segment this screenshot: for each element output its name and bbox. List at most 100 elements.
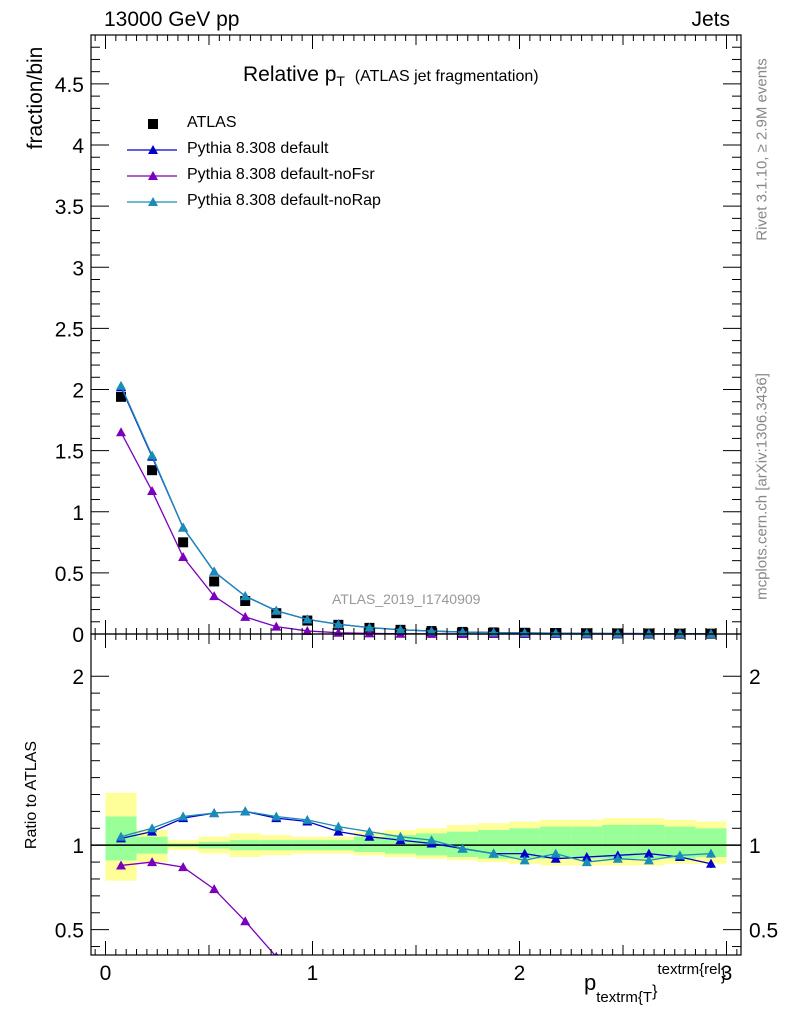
header-left-label: 13000 GeV pp — [104, 8, 240, 31]
ratio-point-pythia-8-308-default-nofsr — [240, 916, 251, 926]
main-y-tick-label: 0.5 — [55, 563, 84, 586]
main-y-tick-label: 3 — [72, 257, 84, 280]
ratio-point-pythia-8-308-default-norap — [550, 848, 561, 858]
main-point-pythia-8-308-default-norap — [581, 628, 592, 638]
ratio-y-tick-label: 1 — [72, 835, 84, 858]
ratio-line-pythia-8-308-default-nofsr — [120, 861, 276, 955]
ratio-point-pythia-8-308-default-norap — [240, 806, 251, 816]
main-y-tick-label: 1 — [72, 502, 84, 525]
ratio-point-pythia-8-308-default-norap — [488, 848, 499, 858]
main-point-pythia-8-308-default-norap — [116, 380, 127, 390]
ratio-point-pythia-8-308-default-norap — [674, 850, 685, 860]
main-point-pythia-8-308-default-norap — [395, 624, 406, 634]
main-point-atlas — [178, 537, 189, 548]
legend-marker-triangle — [148, 145, 158, 154]
ratio-point-pythia-8-308-default-norap — [426, 835, 437, 845]
main-point-pythia-8-308-default-nofsr — [271, 621, 282, 631]
main-point-pythia-8-308-default-norap — [674, 628, 685, 638]
analysis-watermark: ATLAS_2019_I1740909 — [332, 591, 481, 607]
legend-marker-square — [148, 119, 158, 129]
xlabel-main: p — [584, 970, 597, 995]
ratio-y-tick-label: 2 — [72, 666, 84, 689]
ratio-uncertainty-bands — [91, 792, 741, 881]
main-point-pythia-8-308-default-norap — [519, 627, 530, 637]
ratio-y-tick-label-right: 1 — [749, 835, 761, 858]
title-sub: T — [336, 73, 345, 90]
ratio-point-pythia-8-308-default-norap — [643, 855, 654, 865]
main-point-pythia-8-308-default-nofsr — [209, 591, 220, 601]
x-tick-label: 1 — [307, 962, 319, 985]
ratio-point-pythia-8-308-default-norap — [364, 826, 375, 836]
main-point-pythia-8-308-default-norap — [705, 628, 716, 638]
ratio-point-pythia-8-308-default-norap — [209, 808, 220, 818]
main-point-atlas — [116, 391, 127, 402]
header-right-label: Jets — [691, 8, 730, 31]
xlabel-sup: textrm{rel — [657, 961, 721, 978]
ratio-point-pythia-8-308-default-norap — [178, 811, 189, 821]
main-point-pythia-8-308-default-norap — [612, 628, 623, 638]
xlabel-sub: textrm{T — [596, 989, 653, 1006]
main-point-atlas — [240, 595, 251, 606]
main-point-pythia-8-308-default-norap — [302, 614, 313, 624]
title-extra: (ATLAS jet fragmentation) — [354, 68, 539, 85]
x-tick-label: 2 — [514, 962, 526, 985]
ratio-point-pythia-8-308-default-norap — [395, 831, 406, 841]
rivet-version-label: Rivet 3.1.10, ≥ 2.9M events — [753, 58, 771, 241]
xlabel-sup-close: } — [720, 967, 727, 984]
main-point-pythia-8-308-default-norap — [333, 619, 344, 629]
ratio-point-pythia-8-308-default-nofsr — [116, 860, 127, 870]
xlabel: ptextrm{T}textrm{rel} — [584, 961, 727, 1006]
ratio-point-pythia-8-308-default-norap — [705, 848, 716, 858]
main-point-pythia-8-308-default-nofsr — [147, 485, 158, 495]
legend-markers — [127, 119, 177, 206]
ratio-line-pythia-8-308-default-norap — [120, 810, 712, 863]
ratio-point-pythia-8-308-default — [519, 848, 530, 858]
title-main: Relative p — [243, 63, 337, 86]
main-ylabel: fraction/bin — [24, 46, 47, 150]
main-point-pythia-8-308-default-norap — [178, 522, 189, 532]
axis-ticks: 0 1 2 3 0 0.5 1 1.5 2 2.5 3 3.5 4 4.5 0.5 0.5 1 1 2 2 — [55, 34, 778, 985]
legend-marker-triangle — [148, 197, 158, 206]
ratio-point-pythia-8-308-default — [581, 852, 592, 862]
main-point-pythia-8-308-default-norap — [550, 628, 561, 638]
main-point-atlas — [147, 465, 158, 476]
main-point-pythia-8-308-default-norap — [240, 591, 251, 601]
ratio-point-pythia-8-308-default-nofsr — [178, 862, 189, 872]
ratio-point-pythia-8-308-default — [550, 853, 561, 863]
ratio-y-tick-label-right: 2 — [749, 666, 761, 689]
ratio-y-tick-label-right: 0.5 — [749, 920, 778, 943]
main-point-pythia-8-308-default-norap — [364, 622, 375, 632]
legend-label-norap: Pythia 8.308 default-noRap — [187, 192, 381, 209]
main-y-tick-label: 4 — [72, 135, 84, 158]
ratio-point-pythia-8-308-default-norap — [333, 821, 344, 831]
ratio-ylabel: Ratio to ATLAS — [23, 740, 40, 850]
ratio-point-pythia-8-308-default-norap — [519, 855, 530, 865]
ratio-point-pythia-8-308-default-nofsr — [147, 857, 158, 867]
main-point-pythia-8-308-default-nofsr — [178, 551, 189, 561]
ratio-panel-marks — [116, 806, 716, 955]
main-point-pythia-8-308-default-nofsr — [364, 628, 375, 638]
ratio-point-pythia-8-308-default — [364, 831, 375, 841]
ratio-point-pythia-8-308-default-norap — [302, 814, 313, 824]
ratio-point-pythia-8-308-default — [333, 826, 344, 836]
plot-title: Relative pT (ATLAS jet fragmentation) — [243, 63, 539, 89]
legend-label-default: Pythia 8.308 default — [187, 140, 329, 157]
ratio-y-tick-label: 0.5 — [55, 920, 84, 943]
ratio-point-pythia-8-308-default — [705, 858, 716, 868]
ratio-point-pythia-8-308-default-norap — [612, 853, 623, 863]
ratio-green-band-bin — [353, 836, 385, 852]
ratio-point-pythia-8-308-default-nofsr — [209, 884, 220, 894]
main-point-pythia-8-308-default-nofsr — [240, 611, 251, 621]
ratio-point-pythia-8-308-default-norap — [457, 843, 468, 853]
main-point-pythia-8-308-default-nofsr — [302, 625, 313, 635]
main-y-tick-label: 2 — [72, 380, 84, 403]
ratio-point-pythia-8-308-default-nofsr — [274, 951, 279, 955]
main-point-pythia-8-308-default-norap — [643, 628, 654, 638]
main-point-atlas — [209, 576, 220, 587]
legend-label-atlas: ATLAS — [187, 114, 237, 131]
main-y-tick-label: 3.5 — [55, 196, 84, 219]
main-y-tick-label: 1.5 — [55, 441, 84, 464]
main-y-tick-label: 4.5 — [55, 74, 84, 97]
x-tick-label: 3 — [721, 962, 733, 985]
